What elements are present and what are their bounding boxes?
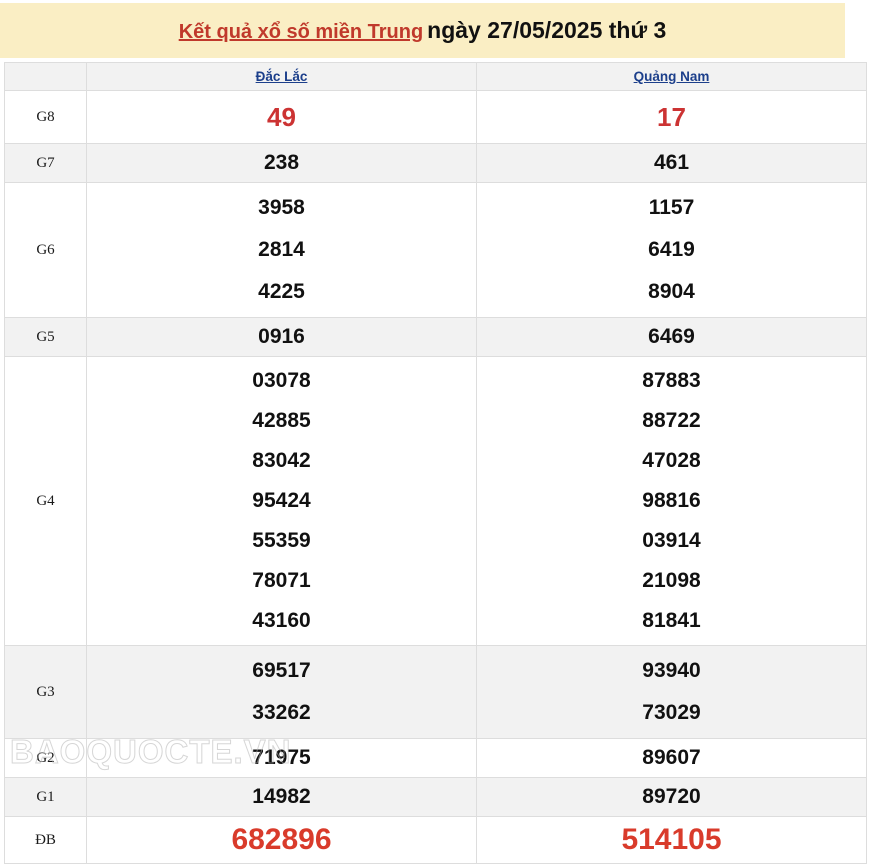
prize-number: 89720 — [642, 785, 701, 808]
prize-number: 43160 — [252, 609, 311, 632]
prize-number: 461 — [653, 151, 690, 174]
prize-number: 514105 — [621, 823, 722, 856]
prize-number: 21098 — [642, 569, 701, 592]
prize-number: 83042 — [252, 449, 311, 472]
prize-number: 2814 — [258, 238, 305, 261]
prize-number: 6469 — [648, 325, 695, 348]
prize-number: 682896 — [231, 823, 332, 856]
prize-number: 87883 — [642, 369, 701, 392]
prize-number: 4225 — [258, 280, 305, 303]
column-header-province-1: Đắc Lắc — [86, 62, 477, 91]
column-header-province-2: Quảng Nam — [476, 62, 867, 91]
prize-number: 73029 — [642, 701, 701, 724]
prize-number: 238 — [263, 151, 300, 174]
prize-numbers-cell: 89607 — [476, 738, 867, 778]
prize-numbers-cell: 514105 — [476, 816, 867, 864]
prize-number: 03078 — [252, 369, 311, 392]
prize-numbers-cell: 14982 — [86, 777, 477, 817]
prize-tier-label: G3 — [4, 645, 87, 739]
prize-number: 6419 — [648, 238, 695, 261]
table-row: ĐB 682896 514105 — [4, 816, 867, 864]
prize-number: 03914 — [642, 529, 701, 552]
prize-number: 55359 — [252, 529, 311, 552]
table-row: G3 69517 33262 93940 73029 — [4, 645, 867, 739]
prize-numbers-cell: 71975 — [86, 738, 477, 778]
prize-numbers-cell: 87883 88722 47028 98816 03914 21098 81841 — [476, 356, 867, 646]
prize-number: 78071 — [252, 569, 311, 592]
lottery-results-page: Kết quả xổ số miền Trung ngày 27/05/2025 … — [0, 3, 867, 864]
prize-numbers-cell: 93940 73029 — [476, 645, 867, 739]
lottery-results-table: Đắc Lắc Quảng Nam G8 49 17 G7 238 461 G6 3958 28… — [4, 62, 867, 864]
prize-number: 33262 — [252, 701, 311, 724]
prize-numbers-cell: 238 — [86, 143, 477, 183]
prize-tier-label: G5 — [4, 317, 87, 357]
prize-number: 71975 — [252, 746, 311, 769]
prize-number: 49 — [267, 102, 296, 132]
prize-number: 95424 — [252, 489, 311, 512]
prize-numbers-cell: 89720 — [476, 777, 867, 817]
prize-number: 17 — [657, 102, 686, 132]
prize-numbers-cell: 1157 6419 8904 — [476, 182, 867, 318]
prize-numbers-cell: 0916 — [86, 317, 477, 357]
prize-number: 98816 — [642, 489, 701, 512]
table-body: G8 49 17 G7 238 461 G6 3958 2814 4225 1157 6419 8904… — [4, 90, 867, 864]
prize-tier-label: G8 — [4, 90, 87, 144]
prize-tier-label: G2 — [4, 738, 87, 778]
prize-numbers-cell: 17 — [476, 90, 867, 144]
table-row: G7 238 461 — [4, 143, 867, 183]
prize-tier-label: ĐB — [4, 816, 87, 864]
region-results-link[interactable]: Kết quả xổ số miền Trung — [178, 20, 424, 43]
table-row: G2 71975 89607 — [4, 738, 867, 778]
prize-numbers-cell: 49 — [86, 90, 477, 144]
prize-number: 69517 — [252, 659, 311, 682]
prize-number: 8904 — [648, 280, 695, 303]
table-row: G1 14982 89720 — [4, 777, 867, 817]
prize-number: 81841 — [642, 609, 701, 632]
prize-number: 0916 — [258, 325, 305, 348]
prize-number: 89607 — [642, 746, 701, 769]
prize-tier-label: G4 — [4, 356, 87, 646]
prize-number: 42885 — [252, 409, 311, 432]
page-header-banner: Kết quả xổ số miền Trung ngày 27/05/2025 … — [0, 3, 845, 58]
table-header-row: Đắc Lắc Quảng Nam — [4, 62, 867, 91]
prize-numbers-cell: 3958 2814 4225 — [86, 182, 477, 318]
prize-number: 1157 — [648, 196, 695, 219]
table-row: G4 03078 42885 83042 95424 55359 78071 43160 878… — [4, 356, 867, 646]
province-link-quang-nam[interactable]: Quảng Nam — [633, 69, 710, 84]
province-link-dac-lac[interactable]: Đắc Lắc — [255, 69, 308, 84]
prize-numbers-cell: 461 — [476, 143, 867, 183]
prize-tier-label: G1 — [4, 777, 87, 817]
prize-number: 14982 — [252, 785, 311, 808]
table-row: G8 49 17 — [4, 90, 867, 144]
prize-number: 47028 — [642, 449, 701, 472]
prize-number: 93940 — [642, 659, 701, 682]
prize-numbers-cell: 69517 33262 — [86, 645, 477, 739]
prize-numbers-cell: 682896 — [86, 816, 477, 864]
table-row: G6 3958 2814 4225 1157 6419 8904 — [4, 182, 867, 318]
prize-numbers-cell: 6469 — [476, 317, 867, 357]
prize-tier-label: G6 — [4, 182, 87, 318]
header-title: Kết quả xổ số miền Trung ngày 27/05/2025 … — [179, 17, 667, 45]
corner-cell — [4, 62, 87, 91]
prize-numbers-cell: 03078 42885 83042 95424 55359 78071 43160 — [86, 356, 477, 646]
prize-tier-label: G7 — [4, 143, 87, 183]
prize-number: 3958 — [258, 196, 305, 219]
header-date-text: ngày 27/05/2025 thứ 3 — [427, 16, 667, 43]
prize-number: 88722 — [642, 409, 701, 432]
table-header: Đắc Lắc Quảng Nam — [4, 62, 867, 91]
table-row: G5 0916 6469 — [4, 317, 867, 357]
